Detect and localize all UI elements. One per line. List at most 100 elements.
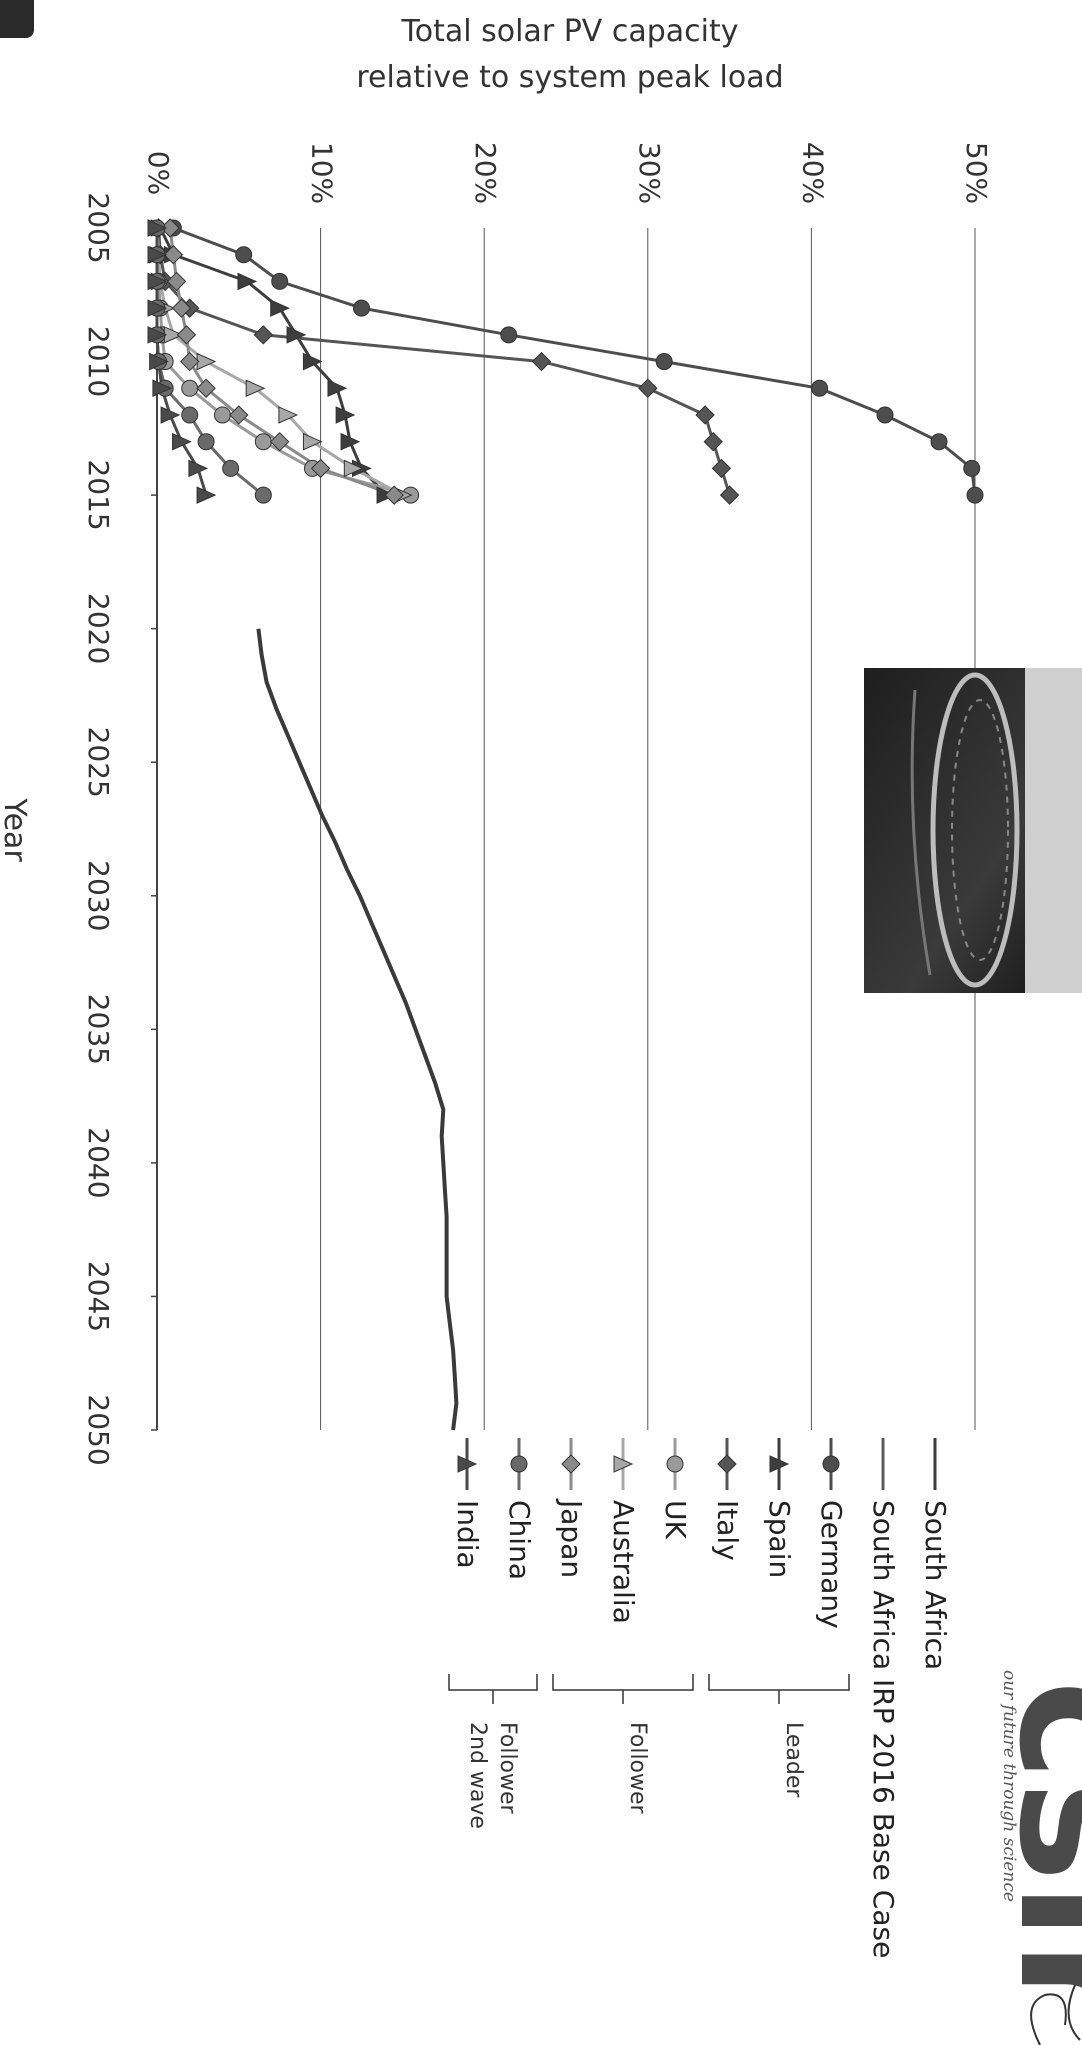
logo-tagline: our future through science — [999, 1670, 1019, 1902]
point-germany — [963, 459, 981, 477]
chart-title-line-2: relative to system peak load — [356, 60, 783, 95]
series-markers — [147, 218, 984, 505]
point-japan — [384, 485, 404, 505]
point-india — [149, 352, 169, 371]
y-tick-label: 10% — [306, 142, 339, 204]
legend-label-australia: Australia — [607, 1500, 640, 1624]
logo-wordmark: csir — [981, 1680, 1082, 2024]
csir-logo: csir our future through science — [981, 1670, 1082, 2024]
y-tick-label: 0% — [142, 151, 175, 195]
point-australia — [196, 352, 217, 371]
legend-label-spain: Spain — [763, 1500, 796, 1578]
x-axis-label: Year — [0, 797, 32, 862]
point-italy — [711, 458, 732, 479]
point-australia — [302, 432, 323, 451]
x-tick-label: 2045 — [82, 1261, 115, 1332]
point-spain — [340, 432, 361, 451]
group-label: Leader — [781, 1722, 806, 1798]
point-japan — [269, 431, 290, 452]
point-japan — [166, 271, 187, 292]
legend-marker-uk — [666, 1455, 684, 1473]
point-italy — [531, 351, 552, 372]
legend-label-germany: Germany — [815, 1500, 848, 1629]
point-spain — [286, 326, 307, 344]
point-uk — [254, 433, 272, 451]
point-italy — [638, 378, 658, 398]
x-tick-label: 2005 — [82, 192, 115, 263]
point-india — [147, 326, 168, 344]
point-germany — [811, 379, 829, 397]
group-brace — [552, 1674, 694, 1704]
point-germany — [930, 433, 948, 451]
point-japan — [176, 325, 197, 345]
legend-label-india: India — [451, 1500, 484, 1569]
legend-marker-italy — [717, 1454, 737, 1474]
legend-marker-australia — [613, 1455, 634, 1473]
point-australia — [278, 406, 299, 424]
point-india — [188, 459, 209, 478]
legend-label-japan: Japan — [555, 1498, 588, 1578]
y-tick-labels: 0% 10% 20% 30% 40% 50% — [142, 142, 993, 204]
point-india — [152, 379, 173, 398]
group-label: Follower — [625, 1722, 650, 1815]
point-spain — [237, 272, 258, 291]
x-tick-labels: 2005 2010 2015 2020 2025 2030 2035 2040 2045 2050 — [82, 192, 157, 1466]
point-spain — [327, 379, 348, 398]
point-italy — [703, 431, 723, 452]
point-china — [254, 486, 272, 504]
series-line-south-africa — [256, 628, 459, 1431]
legend-label-south-africa: South Africa — [919, 1500, 952, 1670]
x-tick-label: 2040 — [82, 1127, 115, 1198]
dish-photo — [864, 668, 1082, 993]
point-germany — [876, 406, 894, 424]
point-india — [196, 486, 217, 504]
point-japan — [180, 351, 200, 372]
x-tick-label: 2050 — [82, 1394, 115, 1465]
point-germany — [655, 353, 673, 371]
legend-label-south-africa-irp-2016-base-case: South Africa IRP 2016 Base Case — [867, 1500, 900, 1958]
point-italy — [695, 405, 715, 425]
legend: South Africa South Africa IRP 2016 Base C… — [451, 1438, 952, 1958]
point-italy — [719, 485, 740, 505]
group-label: Follower — [495, 1722, 520, 1815]
point-india — [147, 272, 168, 291]
point-japan — [310, 458, 331, 479]
group-brace — [708, 1674, 850, 1704]
legend-marker-japan — [561, 1454, 581, 1474]
point-germany — [353, 299, 370, 317]
y-tick-label: 20% — [469, 142, 502, 204]
point-india — [147, 245, 168, 264]
point-germany — [966, 486, 984, 504]
x-tick-label: 2025 — [82, 727, 115, 798]
point-australia — [343, 459, 364, 478]
point-japan — [196, 378, 216, 398]
point-germany — [235, 246, 253, 264]
point-japan — [171, 298, 192, 318]
legend-label-china: China — [503, 1500, 536, 1580]
point-india — [147, 299, 168, 317]
corner-mark — [0, 0, 34, 38]
x-tick-label: 2010 — [82, 326, 115, 397]
signature-scribble — [1030, 1984, 1081, 2045]
point-germany — [500, 326, 518, 344]
x-tick-label: 2035 — [82, 994, 115, 1065]
point-spain — [270, 299, 290, 317]
point-china — [197, 433, 215, 451]
point-china — [181, 406, 199, 424]
point-australia — [245, 379, 266, 398]
legend-label-italy: Italy — [711, 1500, 744, 1561]
x-tick-label: 2020 — [82, 593, 115, 664]
point-india — [160, 406, 181, 424]
title-group: Total solar PV capacity relative to syst… — [356, 14, 783, 95]
series-line-germany — [172, 226, 977, 496]
group-label: 2nd wave — [465, 1722, 490, 1829]
y-tick-label: 40% — [796, 142, 829, 204]
point-germany — [271, 272, 289, 290]
point-japan — [163, 245, 184, 265]
chart-title-line-1: Total solar PV capacity — [401, 14, 739, 49]
point-china — [222, 459, 240, 477]
legend-label-uk: UK — [659, 1500, 692, 1539]
point-uk — [181, 379, 199, 397]
